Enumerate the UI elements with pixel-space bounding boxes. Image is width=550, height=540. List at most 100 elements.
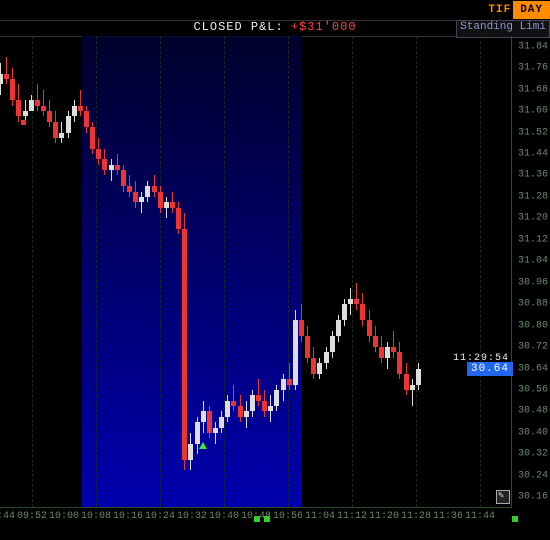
- y-tick-label: 30.16: [518, 492, 548, 503]
- y-tick-label: 31.36: [518, 170, 548, 181]
- vertical-gridline: [352, 36, 353, 507]
- candle: [145, 181, 146, 202]
- candle: [281, 374, 282, 401]
- candle: [109, 159, 110, 180]
- candle: [47, 100, 48, 127]
- candle: [231, 385, 232, 412]
- candle: [16, 84, 17, 122]
- y-tick-label: 31.04: [518, 256, 548, 267]
- candle: [139, 192, 140, 213]
- y-tick-label: 31.44: [518, 149, 548, 160]
- candle: [219, 411, 220, 432]
- draw-tool-icon[interactable]: [496, 490, 510, 504]
- vertical-gridline: [288, 36, 289, 507]
- x-tick-label: 11:04: [305, 511, 335, 522]
- y-tick-label: 30.96: [518, 277, 548, 288]
- candle: [256, 379, 257, 406]
- x-tick-label: 11:44: [465, 511, 495, 522]
- candle: [360, 293, 361, 325]
- candle: [96, 138, 97, 165]
- candle: [225, 395, 226, 422]
- candle: [287, 363, 288, 390]
- y-axis: 31.8431.7631.6831.6031.5231.4431.3631.28…: [512, 36, 550, 508]
- candle: [342, 299, 343, 326]
- x-tick-label: 11:12: [337, 511, 367, 522]
- y-tick-label: 31.76: [518, 63, 548, 74]
- candle: [53, 111, 54, 143]
- y-tick-label: 31.60: [518, 106, 548, 117]
- x-tick-label: 10:56: [273, 511, 303, 522]
- candle: [127, 175, 128, 196]
- vertical-gridline: [160, 36, 161, 507]
- candle: [330, 331, 331, 358]
- candle: [385, 342, 386, 369]
- candle: [238, 395, 239, 422]
- candle: [84, 106, 85, 133]
- candle: [133, 181, 134, 208]
- range-handle-left[interactable]: [254, 516, 260, 522]
- x-tick-label: 10:08: [81, 511, 111, 522]
- candle: [176, 202, 177, 234]
- range-handle-right[interactable]: [264, 516, 270, 522]
- candle: [262, 390, 263, 417]
- candle: [250, 390, 251, 417]
- candle: [164, 197, 165, 218]
- candle: [367, 310, 368, 342]
- candle: [324, 347, 325, 368]
- candle: [213, 422, 214, 443]
- x-tick-label: 10:40: [209, 511, 239, 522]
- candle: [115, 154, 116, 175]
- candle: [90, 122, 91, 154]
- current-price-tag: 30.64: [467, 362, 513, 376]
- x-tick-label: 10:00: [49, 511, 79, 522]
- candle: [410, 379, 411, 406]
- vertical-gridline: [480, 36, 481, 507]
- candle: [41, 90, 42, 117]
- candle: [336, 315, 337, 342]
- candle: [158, 186, 159, 213]
- y-tick-label: 30.40: [518, 427, 548, 438]
- candle: [59, 122, 60, 143]
- candle: [293, 310, 294, 390]
- tif-label: TIF: [488, 4, 511, 16]
- top-toolbar: TIF DAY: [0, 0, 550, 21]
- vertical-gridline: [96, 36, 97, 507]
- x-tick-label: 09:52: [17, 511, 47, 522]
- sell-marker-icon: [21, 120, 26, 125]
- candle: [207, 406, 208, 438]
- x-tick-label: 10:32: [177, 511, 207, 522]
- candle: [274, 385, 275, 412]
- x-tick-label: 11:20: [369, 511, 399, 522]
- x-tick-label: 11:36: [433, 511, 463, 522]
- candle: [10, 68, 11, 106]
- tif-day-button[interactable]: DAY: [513, 1, 550, 19]
- candle: [244, 401, 245, 428]
- y-tick-label: 31.84: [518, 41, 548, 52]
- candle: [348, 288, 349, 315]
- candle: [299, 304, 300, 342]
- candle: [317, 358, 318, 379]
- candle: [354, 283, 355, 310]
- candle: [305, 326, 306, 364]
- candle: [201, 401, 202, 433]
- candle: [29, 95, 30, 111]
- app-container: TIF DAY CLOSED P&L: +$31'000 Standing Li…: [0, 0, 550, 540]
- candle: [397, 342, 398, 380]
- candle: [170, 192, 171, 213]
- range-handle-end[interactable]: [512, 516, 518, 522]
- y-tick-label: 30.72: [518, 342, 548, 353]
- y-tick-label: 30.48: [518, 406, 548, 417]
- x-tick-label: 11:28: [401, 511, 431, 522]
- price-chart[interactable]: 11:29:5430.64 31.8431.7631.6831.6031.523…: [0, 36, 550, 522]
- y-tick-label: 30.24: [518, 470, 548, 481]
- candle: [121, 165, 122, 192]
- y-tick-label: 31.52: [518, 127, 548, 138]
- candle: [102, 149, 103, 176]
- y-tick-label: 31.12: [518, 234, 548, 245]
- y-tick-label: 31.20: [518, 213, 548, 224]
- x-tick-label: 10:24: [145, 511, 175, 522]
- y-tick-label: 30.56: [518, 385, 548, 396]
- chart-plot-area[interactable]: 11:29:5430.64: [0, 36, 512, 508]
- candle: [311, 347, 312, 379]
- vertical-gridline: [416, 36, 417, 507]
